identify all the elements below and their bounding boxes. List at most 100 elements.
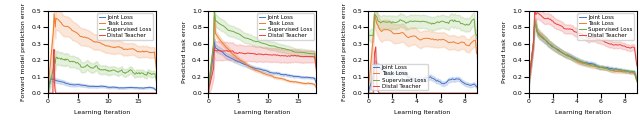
Supervised Loss [602, 67, 609, 69]
Distal Teacher [399, 92, 406, 94]
Joint Loss [44, 92, 52, 94]
Task Loss [46, 69, 54, 71]
Task Loss [86, 38, 93, 40]
Joint Loss [458, 81, 466, 83]
Distal Teacher [525, 84, 532, 86]
Task Loss [473, 53, 481, 54]
Supervised Loss [371, 13, 378, 15]
Supervised Loss [44, 91, 52, 92]
Joint Loss [47, 78, 55, 80]
Joint Loss [365, 91, 372, 92]
Supervised Loss [441, 21, 449, 23]
Task Loss [141, 51, 148, 52]
Task Loss [633, 80, 640, 82]
Supervised Loss [559, 52, 566, 54]
Distal Teacher [149, 92, 157, 94]
Distal Teacher [204, 91, 212, 92]
Joint Loss [301, 77, 308, 78]
Distal Teacher [211, 47, 218, 49]
Joint Loss [149, 87, 157, 89]
Line: Joint Loss: Joint Loss [48, 79, 156, 93]
Supervised Loss [469, 19, 477, 20]
Supervised Loss [616, 69, 623, 71]
Task Loss [152, 67, 160, 69]
Supervised Loss [50, 56, 58, 58]
Supervised Loss [310, 53, 317, 54]
Distal Teacher [541, 18, 548, 19]
Task Loss [399, 32, 406, 33]
Task Loss [371, 13, 378, 15]
Joint Loss [371, 63, 378, 65]
Supervised Loss [206, 73, 214, 75]
Joint Loss [633, 79, 640, 81]
Line: Supervised Loss: Supervised Loss [208, 11, 316, 89]
Distal Teacher [152, 92, 160, 94]
Supervised Loss [633, 80, 640, 82]
Supervised Loss [541, 39, 548, 40]
Joint Loss [58, 81, 65, 83]
Supervised Loss [46, 83, 54, 85]
Task Loss [618, 71, 626, 72]
Line: Distal Teacher: Distal Teacher [369, 47, 477, 93]
Line: Supervised Loss: Supervised Loss [369, 14, 477, 35]
Task Loss [312, 87, 320, 89]
Distal Teacher [441, 92, 449, 94]
Distal Teacher [458, 92, 466, 94]
Distal Teacher [559, 26, 566, 27]
Line: Distal Teacher: Distal Teacher [48, 49, 156, 93]
Task Loss [310, 83, 317, 85]
Joint Loss [310, 77, 317, 79]
Task Loss [559, 52, 566, 54]
Task Loss [58, 22, 65, 23]
Joint Loss [399, 72, 406, 73]
Distal Teacher [629, 46, 637, 48]
Supervised Loss [86, 66, 93, 68]
Task Loss [149, 52, 157, 53]
Joint Loss [211, 41, 218, 43]
Task Loss [67, 28, 75, 30]
Supervised Loss [204, 88, 212, 90]
Supervised Loss [218, 24, 225, 26]
Y-axis label: Forward model prediction error: Forward model prediction error [342, 3, 347, 101]
Joint Loss [616, 69, 623, 70]
X-axis label: Learning Iteration: Learning Iteration [394, 110, 451, 115]
Distal Teacher [616, 44, 623, 45]
Joint Loss [380, 71, 388, 72]
Joint Loss [469, 84, 477, 85]
Task Loss [441, 39, 449, 41]
Y-axis label: Predicted task error: Predicted task error [502, 21, 507, 83]
Task Loss [218, 41, 225, 42]
Distal Teacher [310, 56, 317, 58]
Distal Teacher [206, 83, 214, 85]
Task Loss [301, 83, 308, 84]
Joint Loss [46, 81, 54, 82]
Supervised Loss [629, 71, 637, 73]
Supervised Loss [67, 61, 75, 62]
Line: Joint Loss: Joint Loss [208, 42, 316, 89]
Task Loss [541, 38, 548, 40]
Joint Loss [618, 70, 626, 71]
Distal Teacher [633, 65, 640, 66]
Line: Distal Teacher: Distal Teacher [208, 48, 316, 92]
Task Loss [602, 67, 609, 69]
Supervised Loss [227, 30, 235, 32]
Supervised Loss [456, 21, 463, 22]
Distal Teacher [301, 56, 308, 57]
Joint Loss [246, 66, 253, 67]
X-axis label: Learning Iteration: Learning Iteration [74, 110, 131, 115]
Supervised Loss [312, 68, 320, 69]
Distal Teacher [602, 41, 609, 43]
Task Loss [246, 66, 253, 68]
Joint Loss [67, 84, 75, 85]
Joint Loss [227, 57, 235, 59]
Supervised Loss [380, 21, 388, 22]
Task Loss [525, 84, 532, 86]
Line: Task Loss: Task Loss [48, 14, 156, 90]
Task Loss [44, 89, 52, 91]
Supervised Loss [246, 39, 253, 40]
Distal Teacher [218, 50, 225, 52]
Distal Teacher [227, 50, 235, 52]
Task Loss [380, 29, 388, 30]
Supervised Loss [149, 73, 157, 75]
Line: Task Loss: Task Loss [208, 17, 316, 91]
